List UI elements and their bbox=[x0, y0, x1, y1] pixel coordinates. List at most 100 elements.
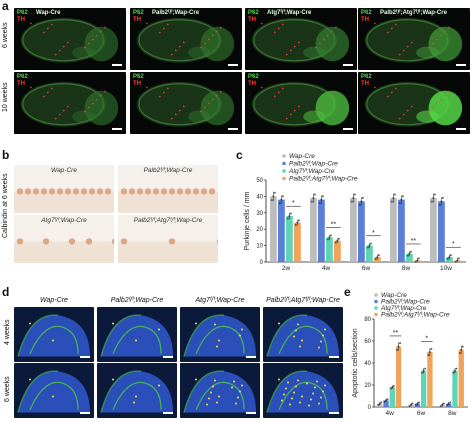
th-dot bbox=[326, 98, 329, 101]
legend-marker bbox=[374, 293, 378, 297]
apoptotic-dot bbox=[299, 401, 301, 404]
th-dot bbox=[390, 27, 393, 30]
th-dot bbox=[83, 46, 86, 49]
purkinje-cell bbox=[144, 188, 152, 195]
data-point bbox=[318, 202, 321, 205]
molecular-layer bbox=[17, 314, 59, 357]
cerebellum-shape bbox=[84, 26, 119, 62]
data-point bbox=[360, 200, 363, 203]
purkinje-cell bbox=[176, 188, 184, 195]
purkinje-cell bbox=[96, 188, 104, 195]
panel-d-letter: d bbox=[2, 285, 10, 299]
p62-label: P62 bbox=[248, 10, 259, 16]
panel-d-column-header: Wap-Cre bbox=[40, 297, 68, 304]
brain-section-image: P62 TH Palb2ᶠ/ᶠ;Wap-Cre bbox=[130, 8, 242, 70]
p62-label: P62 bbox=[361, 74, 372, 80]
data-point bbox=[320, 198, 323, 201]
purkinje-cell bbox=[216, 238, 218, 244]
panel-a-row-10weeks: 10 weeks bbox=[2, 82, 9, 112]
purkinje-cell bbox=[40, 188, 48, 195]
th-dot bbox=[29, 22, 32, 25]
data-point bbox=[385, 399, 388, 402]
panel-d-column-header: Atg7ᶠ/ᶠ;Wap-Cre bbox=[195, 297, 245, 304]
cerebellum-shape bbox=[428, 26, 463, 62]
molecular-layer bbox=[17, 370, 59, 413]
data-point bbox=[280, 198, 283, 201]
data-point bbox=[369, 242, 372, 245]
cerebellum-shape bbox=[200, 26, 235, 62]
data-point bbox=[430, 347, 433, 350]
th-dot bbox=[443, 30, 446, 33]
legend-label: Atg7ᶠ/ᶠ;Wap-Cre bbox=[380, 305, 427, 312]
cerebellum-image bbox=[263, 363, 343, 418]
purkinje-layer bbox=[195, 325, 245, 354]
data-point bbox=[386, 398, 389, 401]
data-point bbox=[336, 239, 339, 242]
th-dot bbox=[199, 110, 202, 113]
apoptotic-dot bbox=[195, 322, 197, 325]
significance-label: * bbox=[372, 230, 375, 237]
p62-label: P62 bbox=[17, 74, 28, 80]
panel-a-row-6weeks: 6 weeks bbox=[2, 22, 9, 48]
th-dot bbox=[158, 31, 161, 34]
apoptotic-dot bbox=[322, 334, 324, 337]
th-dot bbox=[145, 86, 148, 89]
th-dot bbox=[46, 27, 49, 30]
th-dot bbox=[66, 105, 69, 108]
th-dot bbox=[406, 45, 409, 48]
data-point bbox=[441, 196, 444, 199]
cerebellum-drawing bbox=[17, 314, 90, 357]
molecular-layer bbox=[183, 314, 225, 357]
th-dot bbox=[145, 22, 148, 25]
stain-legend: P62 TH bbox=[248, 10, 259, 24]
data-point bbox=[460, 348, 463, 351]
bar bbox=[377, 403, 383, 407]
th-dot bbox=[410, 41, 413, 44]
data-point bbox=[433, 193, 436, 196]
apoptotic-dot bbox=[310, 398, 312, 401]
data-point bbox=[286, 217, 289, 220]
apoptotic-dot bbox=[299, 345, 301, 348]
brain-section-drawing bbox=[251, 81, 350, 127]
data-point bbox=[396, 348, 399, 351]
th-dot bbox=[293, 109, 296, 112]
bar bbox=[350, 198, 357, 262]
apoptotic-dot bbox=[314, 386, 316, 389]
apoptotic-dot bbox=[312, 392, 314, 395]
stain-legend: P62 TH bbox=[133, 74, 144, 88]
th-dot bbox=[394, 23, 397, 26]
purkinje-cell bbox=[192, 188, 200, 195]
y-tick-label: 40 bbox=[364, 361, 371, 367]
bar bbox=[398, 199, 405, 262]
th-dot bbox=[293, 45, 296, 48]
brain-section-image: P62 TH bbox=[358, 72, 470, 134]
legend-marker bbox=[282, 169, 286, 173]
data-point bbox=[424, 367, 427, 370]
th-dot bbox=[297, 41, 300, 44]
apoptotic-dot bbox=[239, 334, 241, 337]
th-label: TH bbox=[361, 81, 369, 87]
apoptotic-dot bbox=[295, 385, 297, 388]
data-point bbox=[368, 244, 371, 247]
th-dot bbox=[178, 45, 181, 48]
bar bbox=[383, 400, 389, 407]
apoptotic-dot bbox=[241, 384, 243, 387]
th-label: TH bbox=[133, 17, 141, 23]
bar bbox=[270, 196, 277, 262]
cerebellum-drawing bbox=[183, 370, 256, 413]
brainstem-shape bbox=[303, 110, 326, 123]
data-point bbox=[278, 202, 281, 205]
data-point bbox=[449, 401, 452, 404]
stain-legend: P62 TH bbox=[361, 10, 372, 24]
th-dot bbox=[289, 113, 292, 116]
data-point bbox=[421, 371, 424, 374]
molecular-layer bbox=[100, 370, 142, 413]
apoptotic-dot bbox=[29, 378, 31, 381]
significance-label: ** bbox=[393, 330, 399, 337]
granular-layer bbox=[14, 241, 114, 263]
th-dot bbox=[277, 27, 280, 30]
th-dot bbox=[46, 91, 49, 94]
y-tick-label: 80 bbox=[364, 317, 371, 323]
purkinje-cell bbox=[200, 188, 208, 195]
bar bbox=[334, 240, 341, 262]
